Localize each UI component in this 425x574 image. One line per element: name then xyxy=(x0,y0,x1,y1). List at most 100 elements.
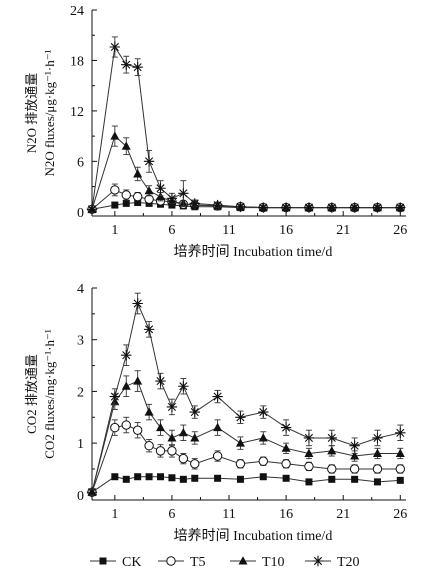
y-tick-label: 3 xyxy=(77,334,84,349)
data-point xyxy=(326,432,337,444)
data-point xyxy=(372,464,383,474)
data-point xyxy=(178,188,189,199)
x-tick-label: 26 xyxy=(393,223,407,238)
y-tick-label: 0 xyxy=(77,206,84,221)
data-point xyxy=(132,191,143,202)
data-point xyxy=(121,141,131,150)
data-point xyxy=(132,425,143,435)
series-line xyxy=(91,301,401,493)
data-point xyxy=(190,433,200,442)
data-point xyxy=(121,350,132,361)
data-point xyxy=(304,461,314,472)
data-point xyxy=(134,199,142,207)
data-point xyxy=(280,422,292,433)
x-tick-label: 21 xyxy=(336,223,350,238)
data-point xyxy=(111,201,119,209)
data-point xyxy=(212,391,223,402)
series-ck xyxy=(88,473,404,496)
data-point xyxy=(372,448,382,457)
legend-item-ck: CK xyxy=(90,555,141,570)
x-tick-label: 16 xyxy=(279,223,293,238)
series-t20 xyxy=(86,36,406,215)
x-tick-label: 11 xyxy=(222,507,235,522)
data-point xyxy=(109,41,121,53)
data-point xyxy=(305,478,313,486)
data-point xyxy=(143,324,155,335)
data-point xyxy=(168,474,176,482)
data-point xyxy=(189,406,200,418)
data-point xyxy=(396,476,404,484)
legend-marker xyxy=(238,556,248,565)
data-point xyxy=(304,448,314,457)
data-point xyxy=(133,376,143,385)
data-point xyxy=(156,422,166,432)
data-point xyxy=(212,451,223,461)
data-point xyxy=(86,487,98,498)
y-tick-label: 0 xyxy=(77,489,84,504)
data-point xyxy=(281,459,291,469)
data-point xyxy=(327,446,337,455)
data-point xyxy=(155,446,166,456)
data-point xyxy=(179,475,187,483)
x-tick-label: 16 xyxy=(279,507,293,522)
x-axis-label: 培养时间 Incubation time/d xyxy=(174,244,333,260)
data-point xyxy=(189,198,200,209)
data-point xyxy=(349,202,360,213)
legend-label: T10 xyxy=(262,555,285,570)
data-point xyxy=(328,475,336,483)
y-tick-label: 1 xyxy=(77,437,84,452)
series-t5 xyxy=(87,416,405,497)
x-tick-label: 1 xyxy=(111,507,118,522)
data-point xyxy=(191,474,199,482)
data-point xyxy=(110,131,120,140)
data-point xyxy=(110,422,120,433)
data-point xyxy=(235,459,246,469)
data-point xyxy=(395,464,405,474)
legend-marker xyxy=(166,556,176,566)
data-point xyxy=(326,202,337,213)
data-point xyxy=(133,169,143,178)
legend-marker xyxy=(99,557,107,565)
data-point xyxy=(157,473,165,481)
series-t10 xyxy=(87,370,405,496)
data-point xyxy=(122,475,130,483)
data-point xyxy=(110,185,120,195)
data-point xyxy=(350,451,360,460)
data-point xyxy=(166,193,178,204)
data-point xyxy=(235,412,246,423)
data-point xyxy=(258,406,269,418)
data-point xyxy=(144,185,154,195)
data-point xyxy=(280,202,292,213)
y-axis-label-cn: N2O 排放通量 xyxy=(24,73,39,154)
data-point xyxy=(349,440,360,451)
x-tick-label: 1 xyxy=(111,223,118,238)
data-point xyxy=(144,407,154,416)
data-point xyxy=(395,202,406,213)
legend-label: T5 xyxy=(190,555,206,570)
data-point xyxy=(155,375,166,387)
data-point xyxy=(303,202,315,213)
legend: CK T5 T10 T20 xyxy=(90,555,360,570)
legend-item-t10: T10 xyxy=(230,555,285,570)
data-point xyxy=(122,199,130,207)
data-point xyxy=(282,474,290,482)
data-point xyxy=(303,432,315,444)
data-point xyxy=(155,183,166,194)
data-point xyxy=(166,401,178,413)
x-tick-label: 6 xyxy=(168,223,175,238)
y-axis-label-en: CO2 fluxes/mg·kg⁻¹·h⁻¹ xyxy=(42,329,57,459)
data-point xyxy=(144,441,154,451)
data-point xyxy=(190,459,200,469)
x-tick-label: 21 xyxy=(336,507,350,522)
data-point xyxy=(132,298,143,309)
data-point xyxy=(235,438,245,447)
data-point xyxy=(349,464,360,474)
y-tick-label: 2 xyxy=(77,385,84,400)
data-point xyxy=(86,204,98,215)
data-point xyxy=(178,453,189,464)
data-point xyxy=(121,59,132,70)
data-point xyxy=(395,448,405,457)
